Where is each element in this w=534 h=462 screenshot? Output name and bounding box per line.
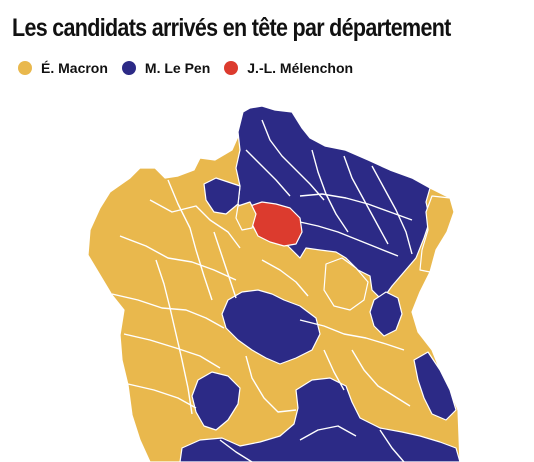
region-idf-west-macron — [235, 201, 257, 231]
map-title: Les candidats arrivés en tête par départ… — [12, 14, 451, 42]
region-alps-le-pen — [413, 351, 457, 421]
legend-item-le-pen: M. Le Pen — [121, 60, 211, 76]
region-paris-melenchon — [249, 201, 303, 247]
legend-swatch-le-pen — [121, 61, 136, 75]
legend-label-macron: É. Macron — [41, 60, 108, 76]
region-east-center-le-pen — [369, 291, 403, 337]
department-borders — [111, 119, 413, 462]
legend: É. Macron M. Le Pen J.-L. Mélenchon — [18, 60, 367, 76]
legend-swatch-melenchon — [224, 61, 239, 75]
region-normandy-le-pen — [203, 177, 241, 215]
region-burgundy-macron — [323, 257, 369, 311]
legend-item-macron: É. Macron — [18, 60, 108, 76]
region-south-le-pen — [179, 377, 461, 462]
legend-label-le-pen: M. Le Pen — [144, 60, 211, 76]
legend-swatch-macron — [18, 61, 32, 75]
legend-label-melenchon: J.-L. Mélenchon — [247, 60, 354, 76]
legend-item-melenchon: J.-L. Mélenchon — [224, 60, 353, 76]
region-alsace-macron — [419, 195, 455, 273]
region-center-le-pen — [221, 289, 321, 365]
